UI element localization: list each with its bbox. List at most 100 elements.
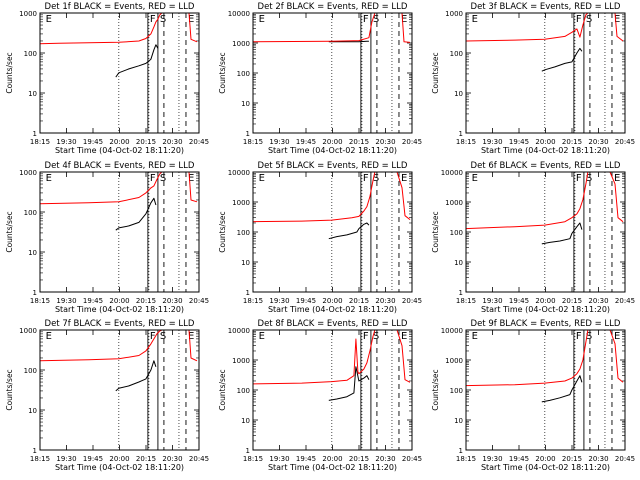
y-tick-label: 10 [241, 259, 250, 267]
marker-label: F [576, 14, 582, 25]
marker-label: F [363, 14, 369, 25]
x-tick-label: 19:45 [83, 297, 103, 305]
x-tick-label: 18:15 [243, 455, 263, 463]
marker-label: E [401, 14, 407, 25]
series-line-lld [465, 12, 624, 42]
x-tick-label: 20:30 [588, 297, 608, 305]
x-axis-label: Start Time (04-Oct-02 18:11:20) [481, 146, 610, 155]
x-tick-label: 19:45 [296, 297, 316, 305]
x-tick-label: 20:30 [588, 455, 608, 463]
y-tick-label: 100 [24, 367, 37, 375]
marker-label: E [46, 173, 52, 184]
y-axis-label: Counts/sec [5, 369, 14, 410]
marker-label: S [373, 173, 379, 184]
y-tick-label: 1 [33, 447, 37, 455]
marker-label: E [472, 14, 478, 25]
marker-label: S [160, 173, 166, 184]
plot-frame [39, 12, 200, 134]
x-tick-label: 18:15 [243, 138, 263, 146]
x-tick-label: 20:45 [402, 455, 422, 463]
y-tick-label: 1 [246, 289, 250, 297]
panel-title: Det 6f BLACK = Events, RED = LLD [471, 161, 621, 171]
marker-label: S [160, 14, 166, 25]
x-tick-label: 20:30 [162, 297, 182, 305]
x-tick-label: 19:30 [269, 138, 289, 146]
x-tick-label: 18:15 [456, 455, 476, 463]
x-tick-label: 19:45 [296, 455, 316, 463]
x-tick-label: 20:30 [375, 138, 395, 146]
x-tick-label: 20:00 [535, 138, 555, 146]
panel-det-9: Det 9f BLACK = Events, RED = LLD 1 10 100 10… [431, 319, 635, 472]
series-line-lld [252, 12, 411, 43]
x-tick-label: 20:15 [349, 297, 369, 305]
x-axis-label: Start Time (04-Oct-02 18:11:20) [55, 305, 184, 314]
marker-label: S [373, 14, 379, 25]
y-tick-label: 1000 [19, 327, 37, 335]
marker-label: E [46, 14, 52, 25]
x-tick-label: 20:45 [402, 138, 422, 146]
x-tick-label: 19:30 [56, 138, 76, 146]
x-tick-label: 20:45 [615, 138, 635, 146]
marker-label: F [576, 173, 582, 184]
x-axis-label: Start Time (04-Oct-02 18:11:20) [55, 146, 184, 155]
y-tick-label: 1000 [445, 199, 463, 207]
x-axis-label: Start Time (04-Oct-02 18:11:20) [481, 305, 610, 314]
y-tick-label: 10000 [228, 327, 250, 335]
panel-det-5: Det 5f BLACK = Events, RED = LLD 1 10 100 10… [218, 161, 422, 314]
x-tick-label: 20:00 [109, 297, 129, 305]
series-line-events [328, 222, 370, 240]
x-tick-label: 19:30 [56, 297, 76, 305]
y-tick-label: 1000 [445, 10, 463, 18]
x-tick-label: 20:00 [322, 455, 342, 463]
x-tick-label: 18:15 [30, 455, 50, 463]
marker-label: E [188, 14, 194, 25]
y-tick-label: 10 [454, 90, 463, 98]
series-line-events [115, 197, 157, 231]
x-tick-label: 20:45 [189, 455, 209, 463]
y-axis-label: Counts/sec [218, 52, 227, 93]
panel-det-4: Det 4f BLACK = Events, RED = LLD 1 10 100 10… [5, 161, 209, 314]
x-tick-label: 20:30 [375, 297, 395, 305]
y-tick-label: 1000 [445, 357, 463, 365]
x-tick-label: 19:30 [269, 455, 289, 463]
panel-title: Det 9f BLACK = Events, RED = LLD [471, 319, 621, 329]
marker-label: E [472, 331, 478, 342]
x-tick-label: 20:15 [136, 138, 156, 146]
y-tick-label: 10 [28, 90, 37, 98]
x-axis-label: Start Time (04-Oct-02 18:11:20) [268, 463, 397, 472]
marker-label: S [586, 331, 592, 342]
marker-label: E [188, 173, 194, 184]
marker-label: E [614, 331, 620, 342]
series-line-lld [465, 329, 624, 387]
y-tick-label: 10 [241, 100, 250, 108]
x-tick-label: 19:45 [509, 455, 529, 463]
marker-label: E [614, 14, 620, 25]
panel-title: Det 4f BLACK = Events, RED = LLD [45, 161, 195, 171]
panel-title: Det 3f BLACK = Events, RED = LLD [471, 2, 621, 12]
x-tick-label: 20:45 [615, 297, 635, 305]
marker-label: F [576, 331, 582, 342]
y-axis-label: Counts/sec [5, 211, 14, 252]
x-tick-label: 20:30 [162, 138, 182, 146]
x-tick-label: 20:00 [535, 297, 555, 305]
x-tick-label: 19:30 [56, 455, 76, 463]
x-tick-label: 20:15 [349, 455, 369, 463]
series-line-events [115, 360, 157, 392]
plot-frame [465, 329, 626, 451]
panel-det-1: Det 1f BLACK = Events, RED = LLD 1 10 100 10… [5, 2, 209, 155]
series-line-events [328, 366, 370, 401]
marker-label: F [150, 14, 156, 25]
marker-label: E [259, 14, 265, 25]
y-tick-label: 1 [246, 447, 250, 455]
y-tick-label: 100 [237, 70, 250, 78]
x-tick-label: 20:45 [615, 455, 635, 463]
x-tick-label: 18:15 [456, 138, 476, 146]
panel-det-8: Det 8f BLACK = Events, RED = LLD 1 10 100 10… [218, 319, 422, 472]
panel-title: Det 5f BLACK = Events, RED = LLD [258, 161, 408, 171]
x-tick-label: 20:45 [189, 138, 209, 146]
marker-label: S [160, 331, 166, 342]
x-tick-label: 20:30 [375, 455, 395, 463]
y-axis-label: Counts/sec [431, 211, 440, 252]
x-tick-label: 20:45 [189, 297, 209, 305]
